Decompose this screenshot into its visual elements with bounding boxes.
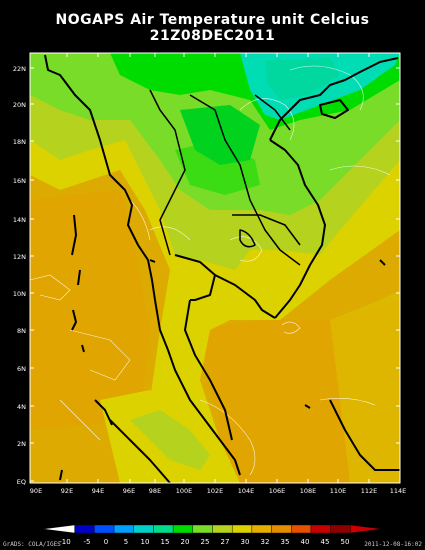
- colorbar-swatch: [133, 524, 154, 534]
- colorbar-label: 30: [241, 538, 250, 546]
- colorbar-swatch: [310, 524, 331, 534]
- lon-label: 92E: [61, 487, 73, 495]
- lat-label: 6N: [17, 365, 26, 373]
- colorbar-label: 10: [141, 538, 150, 546]
- lat-label: 16N: [13, 177, 26, 185]
- lat-label: EQ: [17, 478, 26, 486]
- lon-label: 90E: [30, 487, 42, 495]
- colorbar-swatch: [251, 524, 272, 534]
- colorbar-swatch: [330, 524, 351, 534]
- lat-label: 4N: [17, 403, 26, 411]
- colorbar-label: 40: [301, 538, 310, 546]
- render-date: 2011-12-08-16:02: [364, 541, 422, 548]
- lon-label: 94E: [92, 487, 104, 495]
- colorbar-swatch: [172, 524, 194, 534]
- lat-label: 20N: [13, 101, 26, 109]
- colorbar-swatch: [350, 524, 383, 534]
- lat-label: 2N: [17, 440, 26, 448]
- colorbar-label: 15: [161, 538, 170, 546]
- lat-label: 8N: [17, 327, 26, 335]
- lon-label: 106E: [269, 487, 286, 495]
- colorbar-swatch: [271, 524, 292, 534]
- colorbar-labels: -10 -5 0 5 10 15 20 25 27 30 32 35 40 45…: [59, 538, 349, 546]
- lon-label: 102E: [207, 487, 224, 495]
- colorbar-swatch: [153, 524, 174, 534]
- colorbar-swatch: [192, 524, 213, 534]
- lon-label: 114E: [390, 487, 407, 495]
- colorbar-swatch: [212, 524, 233, 534]
- temperature-field: [30, 53, 400, 483]
- colorbar-swatch: [113, 524, 134, 534]
- lon-label: 96E: [123, 487, 135, 495]
- colorbar-swatch: [74, 524, 95, 534]
- colorbar-swatch: [42, 524, 75, 534]
- colorbar-label: 0: [104, 538, 108, 546]
- lon-label: 110E: [330, 487, 347, 495]
- colorbar-label: 27: [221, 538, 230, 546]
- colorbar-swatch: [231, 524, 253, 534]
- map-title: NOGAPS Air Temperature unit Celcius: [55, 12, 370, 28]
- map-timestamp: 21Z08DEC2011: [149, 28, 276, 44]
- lon-label: 100E: [176, 487, 193, 495]
- lat-label: 10N: [13, 290, 26, 298]
- colorbar-label: -10: [59, 538, 70, 546]
- lat-label: 12N: [13, 253, 26, 261]
- colorbar-label: 20: [181, 538, 190, 546]
- grads-credit: GrADS: COLA/IGES: [3, 541, 61, 548]
- lat-label: 18N: [13, 138, 26, 146]
- lon-label: 112E: [361, 487, 378, 495]
- lon-label: 104E: [238, 487, 255, 495]
- axis-ticks: [30, 53, 400, 483]
- colorbar-label: 35: [281, 538, 290, 546]
- colorbar-label: 45: [321, 538, 330, 546]
- colorbar-swatch: [94, 524, 115, 534]
- colorbar: [42, 524, 383, 534]
- colorbar-label: 25: [201, 538, 210, 546]
- colorbar-label: 32: [261, 538, 270, 546]
- colorbar-label: 5: [124, 538, 128, 546]
- colorbar-swatch: [291, 524, 312, 534]
- colorbar-label: 50: [341, 538, 350, 546]
- colorbar-label: -5: [84, 538, 91, 546]
- lon-label: 98E: [149, 487, 161, 495]
- lat-label: 22N: [13, 65, 26, 73]
- lat-label: 14N: [13, 216, 26, 224]
- lon-label: 108E: [300, 487, 317, 495]
